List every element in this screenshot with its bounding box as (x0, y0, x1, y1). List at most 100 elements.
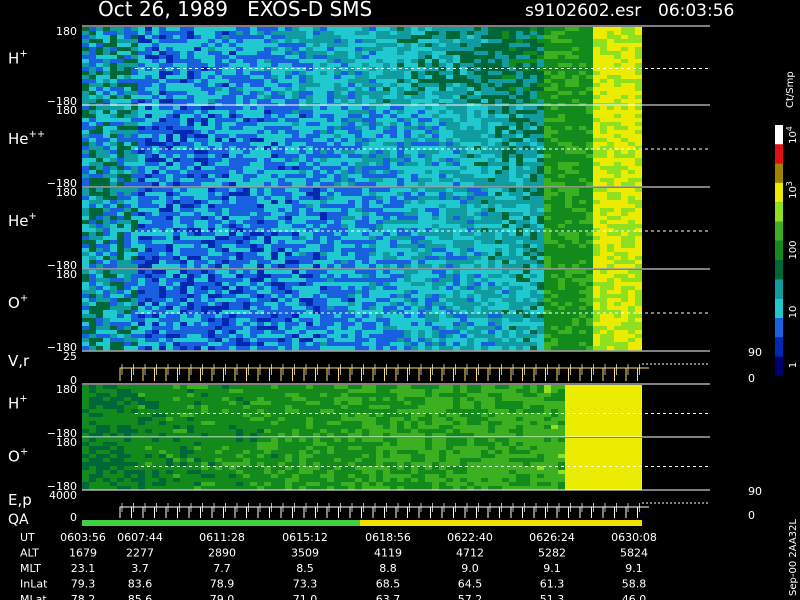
spectrogram-cell (103, 99, 110, 104)
spectrogram-cell (124, 43, 131, 48)
spectrogram-cell (145, 166, 152, 171)
spectrogram-cell (530, 51, 537, 56)
spectrogram-cell (236, 252, 243, 257)
spectrogram-cell (509, 67, 516, 72)
spectrogram-cell (516, 260, 523, 265)
spectrogram-cell (383, 67, 390, 72)
spectrogram-cell (481, 256, 488, 261)
spectrogram-cell (264, 47, 271, 52)
spectrogram-cell (607, 146, 614, 151)
spectrogram-cell (467, 142, 474, 147)
spectrogram-cell (614, 244, 621, 249)
spectrogram-cell (579, 146, 586, 151)
spectrogram-cell (404, 188, 411, 193)
spectrogram-cell (173, 142, 180, 147)
spectrogram-cell (180, 134, 187, 139)
spectrogram-cell (502, 47, 509, 52)
spectrogram-cell (306, 71, 313, 76)
spectrogram-cell (467, 216, 474, 221)
spectrogram-cell (397, 274, 404, 279)
spectrogram-cell (614, 220, 621, 225)
spectrogram-cell (586, 110, 593, 115)
spectrogram-cell (516, 35, 523, 40)
spectrogram-cell (530, 240, 537, 245)
spectrogram-cell (474, 256, 481, 261)
spectrogram-cell (313, 224, 320, 229)
spectrogram-cell (173, 200, 180, 205)
spectrogram-cell (159, 278, 166, 283)
spectrogram-cell (558, 224, 565, 229)
spectrogram-cell (285, 31, 292, 36)
spectrogram-cell (551, 71, 558, 76)
spectrogram-cell (530, 220, 537, 225)
spectrogram-cell (586, 236, 593, 241)
spectrogram-cell (271, 130, 278, 135)
spectrogram-cell (194, 55, 201, 60)
spectrogram-cell (376, 252, 383, 257)
spectrogram-cell (355, 106, 362, 111)
spectrogram-cell (628, 192, 635, 197)
spectrogram-cell (404, 55, 411, 60)
spectrogram-cell (243, 260, 250, 265)
spectrogram-cell (313, 51, 320, 56)
spectrogram-cell (96, 252, 103, 257)
spectrogram-cell (425, 87, 432, 92)
spectrogram-cell (495, 118, 502, 123)
spectrogram-cell (614, 252, 621, 257)
spectrogram-cell (236, 146, 243, 151)
spectrogram-cell (418, 79, 425, 84)
spectrogram-cell (341, 154, 348, 159)
spectrogram-cell (243, 228, 250, 233)
spectrogram-cell (159, 118, 166, 123)
spectrogram-cell (362, 224, 369, 229)
spectrogram-cell (502, 216, 509, 221)
spectrogram-cell (635, 204, 642, 209)
spectrogram-cell (166, 95, 173, 100)
spectrogram-cell (152, 146, 159, 151)
spectrogram-cell (348, 212, 355, 217)
spectrogram-cell (376, 264, 383, 269)
spectrogram-cell (82, 99, 89, 104)
spectrogram-cell (383, 188, 390, 193)
spectrogram-cell (285, 244, 292, 249)
spectrogram-cell (180, 220, 187, 225)
spectrogram-cell (145, 208, 152, 213)
spectrogram-cell (621, 192, 628, 197)
spectrogram-cell (523, 240, 530, 245)
spectrogram-cell (537, 204, 544, 209)
spectrogram-cell (320, 110, 327, 115)
spectrogram-cell (474, 240, 481, 245)
spectrogram-cell (292, 252, 299, 257)
spectrogram-cell (362, 55, 369, 60)
spectrogram-cell (509, 71, 516, 76)
spectrogram-cell (306, 154, 313, 159)
spectrogram-cell (194, 232, 201, 237)
spectrogram-cell (215, 67, 222, 72)
spectrogram-cell (103, 170, 110, 175)
spectrogram-cell (439, 67, 446, 72)
spectrogram-cell (530, 118, 537, 123)
spectrogram-cell (481, 71, 488, 76)
spectrogram-cell (502, 166, 509, 171)
spectrogram-cell (173, 216, 180, 221)
spectrogram-cell (299, 174, 306, 179)
spectrogram-cell (355, 39, 362, 44)
spectrogram-cell (453, 260, 460, 265)
spectrogram-cell (348, 216, 355, 221)
spectrogram-cell (383, 122, 390, 127)
spectrogram-cell (509, 114, 516, 119)
spectrogram-cell (516, 270, 523, 275)
spectrogram-cell (103, 236, 110, 241)
spectrogram-cell (558, 134, 565, 139)
spectrogram-cell (600, 158, 607, 163)
spectrogram-cell (481, 35, 488, 40)
spectrogram-cell (607, 130, 614, 135)
spectrogram-cell (460, 51, 467, 56)
spectrogram-cell (530, 99, 537, 104)
spectrogram-cell (89, 224, 96, 229)
spectrogram-cell (558, 154, 565, 159)
spectrogram-cell (306, 110, 313, 115)
spectrogram-cell (229, 35, 236, 40)
spectrogram-cell (299, 95, 306, 100)
